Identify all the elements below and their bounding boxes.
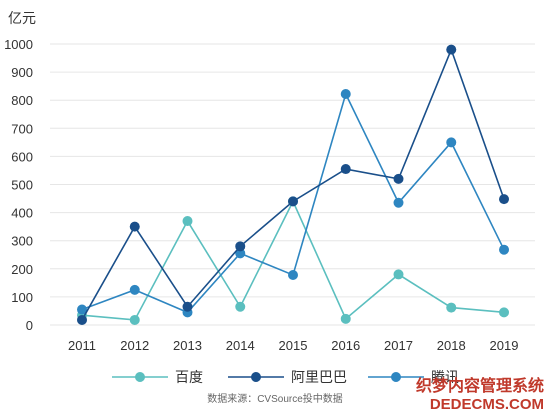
y-tick-label: 600: [11, 149, 33, 164]
y-axis-label: 亿元: [8, 10, 36, 26]
legend-swatch-marker: [391, 372, 401, 382]
data-point: [446, 137, 457, 148]
grid-lines: [50, 43, 535, 326]
data-point: [77, 314, 87, 325]
series-group: [77, 44, 509, 325]
y-axis-ticks: 0 100 200 300 400 500 600 700 800 900 1000: [4, 37, 33, 333]
y-tick-label: 200: [11, 262, 33, 277]
x-tick-label: 2018: [437, 338, 466, 353]
x-tick-label: 2019: [490, 338, 519, 353]
watermark-line2: DEDECMS.COM: [430, 396, 544, 413]
series-2: [77, 44, 509, 325]
x-tick-label: 2011: [68, 338, 96, 353]
x-tick-label: 2012: [120, 338, 149, 353]
watermark-line1: 织梦内容管理系统: [416, 376, 544, 395]
data-point: [393, 197, 404, 208]
x-tick-label: 2013: [173, 338, 202, 353]
legend-item: 阿里巴巴: [228, 369, 347, 385]
data-point: [129, 314, 140, 325]
x-axis-ticks: 2011 2012 2013 2014 2015 2016 2017 2018 2019: [68, 338, 518, 353]
data-point: [129, 284, 140, 295]
data-point: [129, 221, 140, 232]
y-tick-label: 0: [26, 318, 33, 333]
data-point: [182, 301, 193, 312]
y-tick-label: 900: [11, 65, 33, 80]
data-point: [393, 173, 404, 184]
legend-label: 阿里巴巴: [291, 369, 347, 385]
data-point: [446, 302, 457, 313]
watermark: 织梦内容管理系统 DEDECMS.COM: [416, 376, 544, 413]
data-point: [499, 244, 509, 255]
data-point: [182, 216, 193, 227]
y-tick-label: 500: [11, 178, 33, 193]
data-point: [340, 313, 351, 324]
x-tick-label: 2014: [226, 338, 255, 353]
source-note: 数据来源：CVSource投中数据: [207, 392, 343, 405]
y-tick-label: 700: [11, 121, 33, 136]
data-point: [340, 89, 351, 100]
data-point: [288, 196, 298, 207]
series-3: [77, 89, 509, 318]
y-tick-label: 100: [11, 290, 33, 305]
data-point: [393, 269, 404, 280]
data-point: [288, 269, 298, 280]
data-point: [235, 241, 246, 252]
x-tick-label: 2017: [384, 338, 413, 353]
data-point: [499, 307, 509, 318]
y-tick-label: 300: [11, 234, 33, 249]
y-tick-label: 800: [11, 93, 33, 108]
x-tick-label: 2015: [279, 338, 308, 353]
data-point: [235, 301, 246, 312]
data-point: [499, 194, 509, 205]
legend-swatch-marker: [251, 372, 261, 382]
y-tick-label: 400: [11, 206, 33, 221]
legend-item: 腾讯: [368, 369, 459, 385]
legend-item: 百度: [112, 369, 203, 385]
series-line: [81, 199, 505, 321]
data-point: [235, 248, 246, 259]
legend-swatch-marker: [135, 372, 145, 382]
legend-label: 腾讯: [431, 369, 459, 385]
x-tick-label: 2016: [331, 338, 360, 353]
legend: 百度 阿里巴巴 腾讯: [112, 369, 459, 385]
legend-label: 百度: [175, 369, 203, 385]
data-point: [77, 304, 87, 315]
series-1: [77, 196, 509, 325]
data-point: [446, 44, 457, 55]
y-tick-label: 1000: [4, 37, 33, 52]
data-point: [340, 164, 351, 175]
